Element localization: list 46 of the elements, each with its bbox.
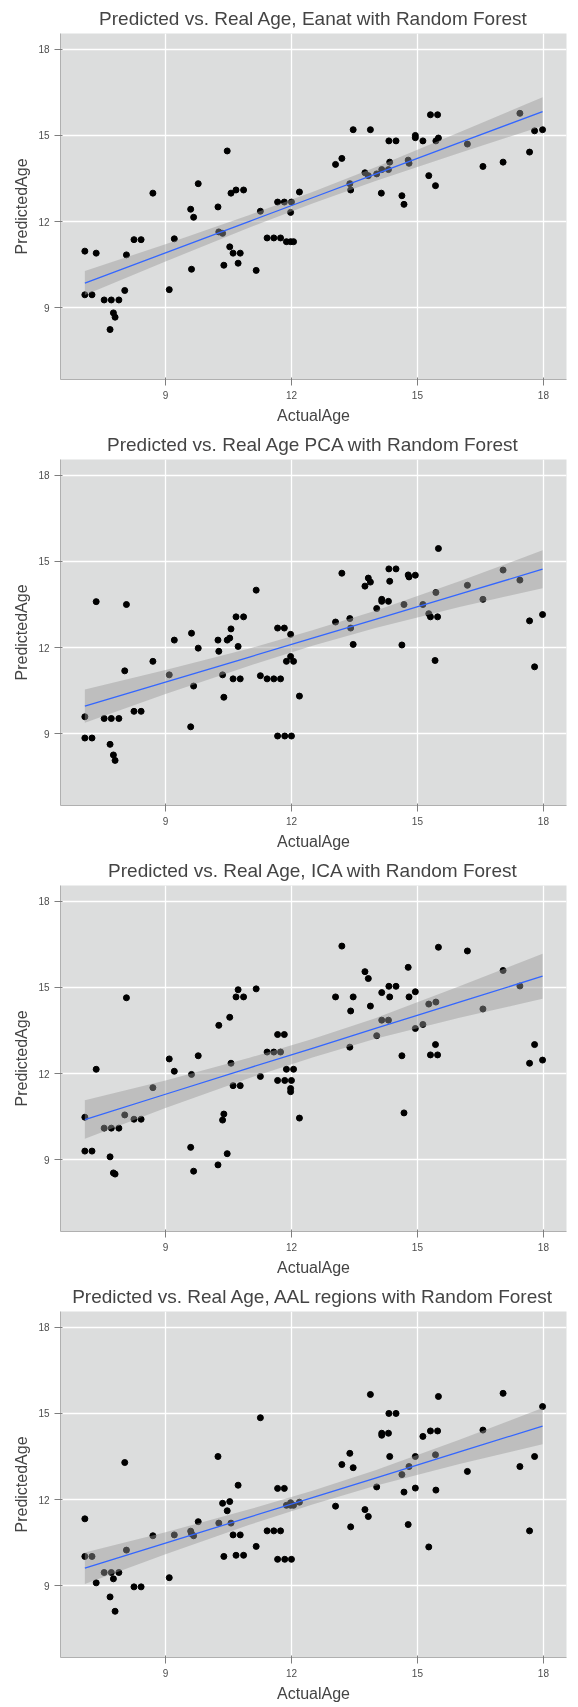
line-series [84,568,544,707]
y-tick-label: 12 [38,216,50,228]
y-tick-label: 12 [38,1494,50,1506]
x-axis-title: ActualAge [277,406,351,424]
x-tick-label: 18 [537,815,550,827]
x-tick-label: 12 [285,1241,298,1253]
y-axis-title: PredictedAge [13,1436,31,1533]
y-axis-title: PredictedAge [13,584,31,681]
y-tick-label: 18 [38,1322,50,1334]
x-tick-label: 15 [411,815,424,827]
y-tick-label: 9 [43,728,50,740]
y-tick-label: 18 [38,470,50,482]
y-axis-title: PredictedAge [13,158,31,255]
x-axis-title: ActualAge [277,1684,351,1702]
x-tick-label: 9 [162,1241,169,1253]
y-axis-title: PredictedAge [13,1010,31,1107]
y-tick-label: 9 [43,1154,50,1166]
y-tick-label: 12 [38,642,50,654]
chart-title: Predicted vs. Real Age, ICA with Random Forest [108,859,518,881]
chart-title: Predicted vs. Real Age PCA with Random Forest [107,433,519,455]
x-tick-label: 12 [285,389,298,401]
chart-title: Predicted vs. Real Age, AAL regions with Random Forest [72,1285,553,1307]
y-tick-label: 15 [38,556,50,568]
y-tick-label: 15 [38,982,50,994]
x-tick-label: 18 [537,389,550,401]
y-tick-label: 18 [38,44,50,56]
x-tick-label: 15 [411,1667,424,1679]
y-tick-label: 9 [43,1580,50,1592]
x-tick-label: 12 [285,815,298,827]
x-tick-label: 18 [537,1241,550,1253]
y-tick-label: 15 [38,130,50,142]
chart-title: Predicted vs. Real Age, Eanat with Random Forest [99,7,528,29]
line-series [84,1425,544,1569]
x-tick-label: 9 [162,815,169,827]
x-axis-title: ActualAge [277,832,351,850]
x-tick-label: 9 [162,389,169,401]
x-tick-label: 15 [411,389,424,401]
y-tick-label: 12 [38,1068,50,1080]
x-tick-label: 12 [285,1667,298,1679]
y-tick-label: 9 [43,302,50,314]
y-tick-label: 18 [38,896,50,908]
x-tick-label: 15 [411,1241,424,1253]
x-axis-title: ActualAge [277,1258,351,1276]
y-tick-label: 15 [38,1408,50,1420]
x-tick-label: 18 [537,1667,550,1679]
x-tick-label: 9 [162,1667,169,1679]
